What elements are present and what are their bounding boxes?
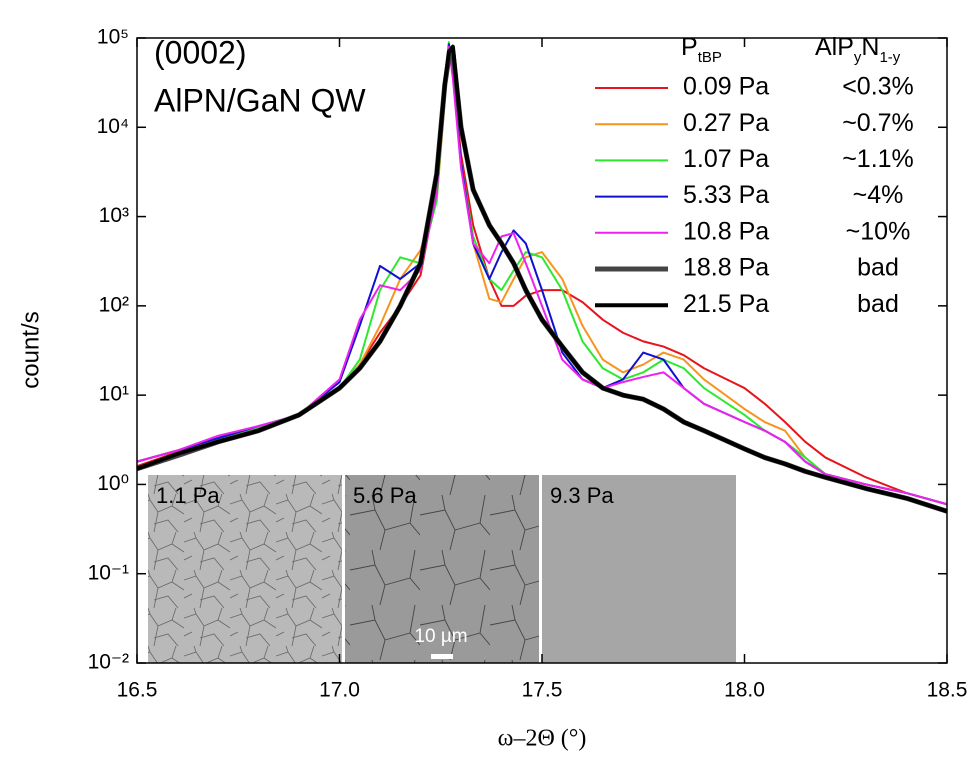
inset-image	[542, 475, 736, 663]
inset-label: 5.6 Pa	[353, 483, 417, 508]
legend-composition: ~4%	[853, 181, 904, 209]
legend-header-part: tBP	[698, 49, 722, 66]
inset-label: 9.3 Pa	[550, 483, 614, 508]
y-tick-label: 10⁻²	[88, 651, 129, 674]
scale-bar-label: 10 µm	[414, 626, 467, 647]
legend-label: 21.5 Pa	[683, 290, 769, 318]
legend-label: 18.8 Pa	[683, 254, 769, 282]
legend-composition: <0.3%	[842, 73, 914, 101]
y-tick-label: 10⁰	[97, 472, 129, 495]
annotation: AlPN/GaN QW	[154, 82, 366, 118]
x-tick-label: 16.5	[117, 679, 158, 702]
inset-texture	[148, 475, 342, 663]
y-tick-label: 10⁴	[97, 115, 129, 138]
legend-label: 0.09 Pa	[683, 73, 769, 101]
y-tick-label: 10¹	[99, 383, 129, 406]
insets: 1.1 Pa 5.6 Pa 9.3 Pa 10 µm	[148, 475, 736, 663]
y-axis-label: count/s	[17, 311, 44, 388]
y-tick-label: 10³	[99, 204, 129, 227]
legend-header-part: 1-y	[879, 49, 900, 66]
inset-texture	[345, 475, 539, 663]
axes: 16.5 17.0 17.5 18.0 18.5 10⁻² 10⁻¹ 10⁰ 10¹ 10² 10³…	[88, 26, 968, 702]
legend-composition: ~10%	[846, 217, 911, 245]
legend-header-part: P	[681, 33, 698, 61]
y-tick-label: 10²	[99, 293, 129, 316]
legend-header: PtBP	[681, 33, 722, 66]
legend: PtBP AlPyN1-y 0.09 Pa <0.3% 0.27 Pa ~0.7% 1.07…	[595, 33, 914, 318]
legend-header-part: AlP	[815, 33, 854, 61]
x-axis-label: ω–2Θ (°)	[498, 726, 587, 752]
x-tick-label: 17.0	[319, 679, 360, 702]
legend-composition: ~0.7%	[842, 109, 914, 137]
data-line	[136, 44, 948, 514]
legend-composition: ~1.1%	[842, 145, 914, 173]
legend-label: 5.33 Pa	[683, 181, 769, 209]
annotation: (0002)	[154, 34, 247, 70]
data-line	[136, 49, 948, 514]
legend-composition: bad	[857, 290, 899, 318]
inset-label: 1.1 Pa	[156, 483, 220, 508]
legend-label: 0.27 Pa	[683, 109, 769, 137]
data-line	[136, 45, 948, 506]
legend-header: AlPyN1-y	[815, 33, 901, 66]
legend-header-part: N	[861, 33, 879, 61]
y-tick-label: 10⁻¹	[88, 561, 129, 584]
x-tick-label: 18.0	[724, 679, 765, 702]
legend-composition: bad	[857, 254, 899, 282]
legend-label: 10.8 Pa	[683, 217, 769, 245]
scale-bar	[431, 654, 453, 659]
legend-header-part: y	[854, 49, 862, 66]
y-tick-label: 10⁵	[97, 26, 129, 49]
plot-lines	[136, 41, 948, 514]
x-tick-label: 17.5	[522, 679, 563, 702]
legend-label: 1.07 Pa	[683, 145, 769, 173]
x-tick-label: 18.5	[927, 679, 968, 702]
